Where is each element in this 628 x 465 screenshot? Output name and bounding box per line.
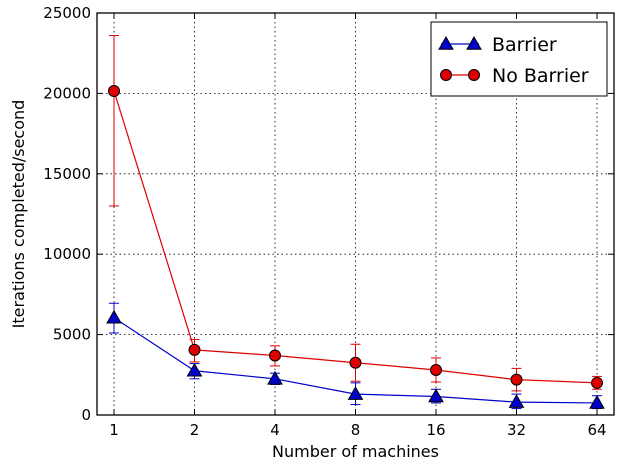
- data-point: [589, 394, 605, 409]
- data-point: [510, 373, 523, 386]
- x-tick-label: 64: [587, 421, 606, 439]
- legend-entry: Barrier: [438, 34, 557, 56]
- legend-entry: No Barrier: [440, 65, 589, 87]
- data-point: [269, 349, 281, 362]
- y-tick-label: 20000: [43, 84, 91, 102]
- y-tick-label: 0: [81, 406, 91, 424]
- x-tick-label: 16: [426, 421, 445, 439]
- x-axis-label: Number of machines: [272, 442, 439, 461]
- grid-lines: [97, 13, 614, 415]
- legend-marker: [468, 69, 480, 81]
- y-tick-label: 25000: [43, 4, 91, 22]
- data-point: [267, 370, 283, 385]
- y-axis-ticks: 0 5000 10000 15000 20000 25000: [43, 4, 614, 424]
- x-tick-label: 2: [190, 421, 200, 439]
- data-point: [347, 386, 364, 400]
- data-point: [591, 376, 603, 389]
- legend-label: No Barrier: [492, 65, 589, 87]
- x-axis-ticks: 1 2 4 8 16 32 64: [109, 13, 607, 439]
- legend-box: [430, 21, 608, 97]
- data-point: [188, 343, 201, 356]
- legend-label: Barrier: [492, 34, 557, 56]
- data-point: [428, 388, 444, 403]
- data-point: [508, 394, 525, 408]
- y-tick-label: 5000: [53, 326, 91, 344]
- data-point: [430, 363, 442, 376]
- x-tick-label: 1: [109, 421, 119, 439]
- series-barrier: [106, 302, 605, 410]
- data-point: [108, 84, 120, 97]
- x-tick-label: 8: [351, 421, 361, 439]
- y-tick-label: 10000: [43, 245, 91, 263]
- series-no-barrier: [108, 35, 603, 392]
- data-point: [349, 356, 362, 369]
- data-point: [106, 309, 122, 324]
- legend-marker: [440, 69, 452, 81]
- legend-marker: [466, 35, 482, 50]
- series-group: [106, 35, 605, 410]
- legend-marker: [438, 35, 454, 50]
- x-tick-label: 32: [507, 421, 526, 439]
- data-point: [186, 362, 203, 377]
- legend: Barrier No Barrier: [430, 21, 608, 97]
- x-tick-label: 4: [270, 421, 280, 439]
- y-axis-label: Iterations completed/second: [9, 100, 28, 329]
- y-tick-label: 15000: [43, 165, 91, 183]
